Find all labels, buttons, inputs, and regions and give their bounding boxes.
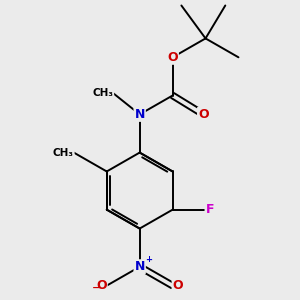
- Text: N: N: [134, 260, 145, 273]
- Text: F: F: [206, 203, 214, 216]
- Text: +: +: [145, 255, 152, 264]
- Text: O: O: [172, 279, 183, 292]
- Text: O: O: [167, 51, 178, 64]
- Text: CH₃: CH₃: [53, 148, 74, 158]
- Text: CH₃: CH₃: [92, 88, 113, 98]
- Text: O: O: [96, 279, 107, 292]
- Text: O: O: [198, 108, 208, 121]
- Text: N: N: [134, 108, 145, 121]
- Text: −: −: [92, 283, 102, 293]
